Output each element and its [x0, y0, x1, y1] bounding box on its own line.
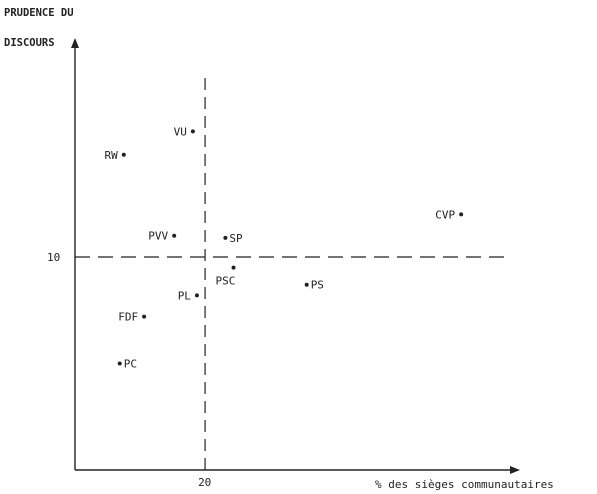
point-marker — [223, 235, 228, 240]
x-axis-label: % des sièges communautaires — [375, 478, 554, 491]
x-axis-arrow — [510, 466, 520, 474]
data-points: RW VU PVV SP PL PSC FDF PC CVP PS — [105, 125, 464, 371]
point-marker — [459, 212, 464, 217]
point-label: RW — [105, 149, 119, 162]
point-marker — [117, 361, 122, 366]
y-axis-label-line2: DISCOURS — [4, 37, 55, 49]
point-label: PL — [178, 289, 192, 302]
y-tick-label: 10 — [47, 251, 60, 264]
point-marker — [194, 293, 199, 298]
point-marker — [231, 265, 236, 270]
point-label: FDF — [118, 311, 138, 324]
point-label: PC — [124, 358, 137, 371]
point-label: PSC — [216, 275, 236, 288]
point-marker — [172, 233, 177, 238]
point-label: CVP — [435, 208, 455, 221]
point-marker — [142, 314, 147, 319]
point-label: PS — [311, 279, 324, 292]
point-label: SP — [229, 232, 243, 245]
x-tick-label: 20 — [198, 476, 211, 489]
point-marker — [190, 129, 195, 134]
reference-lines — [75, 78, 512, 470]
point-label: VU — [174, 125, 187, 138]
axes — [71, 38, 520, 474]
y-axis-label-line1: PRUDENCE DU — [4, 7, 74, 19]
point-marker — [121, 152, 126, 157]
point-label: PVV — [148, 230, 168, 243]
y-axis-arrow — [71, 38, 79, 48]
point-marker — [304, 282, 309, 287]
